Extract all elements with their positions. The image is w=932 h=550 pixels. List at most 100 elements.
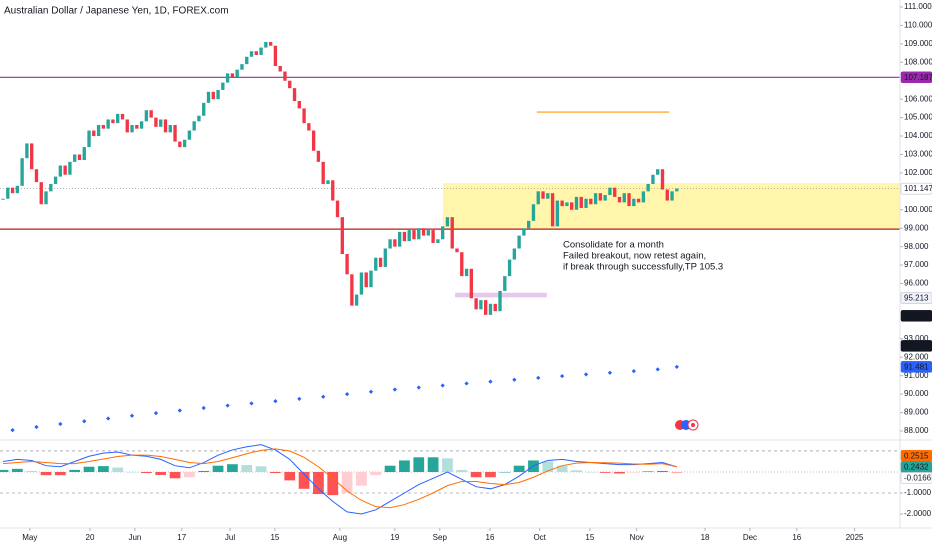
candle [96, 124, 101, 137]
annotation: Failed breakout, now retest again, [563, 251, 706, 262]
macd-histogram-bar [112, 467, 124, 472]
candle [383, 248, 387, 267]
price-tag-label: 95.213 [904, 294, 929, 303]
macd-histogram-bar [40, 471, 52, 476]
candle [249, 51, 254, 57]
candle [641, 191, 646, 203]
candle [307, 123, 311, 131]
candle [225, 73, 230, 83]
candle [388, 239, 392, 249]
candle [302, 108, 306, 124]
candle [536, 191, 540, 205]
macd-histogram-bar [356, 471, 367, 486]
candle [154, 117, 158, 127]
candle [622, 193, 626, 203]
y-tick-label: 108.000 [904, 57, 932, 66]
candle [426, 230, 431, 236]
candle [608, 187, 612, 196]
x-tick-label: 15 [270, 533, 279, 542]
candle [522, 228, 526, 236]
candle [507, 259, 512, 277]
candle [168, 124, 172, 133]
candle [34, 169, 39, 183]
x-tick-label: 2025 [846, 533, 864, 542]
y-tick-label: 92.000 [904, 352, 929, 361]
candle [574, 196, 579, 210]
candle [292, 88, 297, 102]
candle [617, 196, 622, 203]
price-tag-label: -0.0166 [904, 473, 932, 482]
candle [531, 204, 536, 221]
candle [139, 121, 144, 129]
candle [63, 165, 67, 175]
candle [512, 248, 517, 260]
candle [440, 226, 445, 240]
ma-dot [177, 408, 182, 413]
price-tag [900, 71, 932, 84]
candle [326, 180, 330, 184]
candle [354, 294, 359, 306]
ma-dot [560, 373, 565, 379]
candle [579, 196, 583, 208]
candle [111, 119, 115, 124]
price-tag-label: 94.248 [904, 311, 929, 320]
macd-histogram-bar [83, 466, 95, 472]
candle [407, 230, 411, 242]
candle [488, 303, 493, 315]
candle [216, 89, 220, 100]
candle [417, 228, 421, 240]
ma-dot [249, 401, 254, 406]
y-tick-label: 90.000 [904, 389, 929, 398]
price-tag-label: 0.2515 [904, 451, 929, 460]
y-tick-label: 97.000 [904, 260, 929, 269]
ma-dot [368, 389, 374, 394]
candle [464, 268, 469, 277]
ma-dot [536, 375, 541, 381]
candle [460, 252, 464, 277]
ma-dot [440, 383, 445, 388]
price-tag [900, 361, 932, 373]
candle [675, 188, 679, 192]
candle [670, 191, 674, 201]
macd-histogram-bar [126, 471, 138, 473]
price-tag-label: 92.617 [904, 341, 929, 350]
y-tick-label: 88.000 [904, 426, 929, 435]
candle [632, 198, 636, 207]
price-tag-label: 107.187 [904, 73, 932, 82]
candle [44, 191, 48, 205]
candle [1, 198, 5, 200]
candle [584, 198, 588, 208]
candle [589, 198, 593, 205]
y-tick-label: 110.000 [904, 21, 932, 30]
macd-histogram-bar [198, 470, 210, 472]
ma-dot [225, 403, 230, 408]
candle [125, 119, 129, 133]
macd-histogram-bar [284, 471, 296, 481]
y-tick-label: 104.000 [904, 131, 932, 140]
macd-histogram-bar [97, 466, 109, 472]
ma-dot [273, 399, 278, 404]
macd-histogram-bar [384, 465, 396, 472]
y-tick-label: 91.000 [904, 371, 929, 380]
macd-histogram-bar [26, 470, 38, 472]
ma-dot [583, 372, 589, 377]
candle [87, 130, 91, 148]
ma-dot [631, 368, 636, 374]
candle [30, 143, 34, 170]
candle [264, 42, 268, 48]
candle [350, 274, 354, 306]
candle [297, 101, 301, 109]
candle [550, 193, 555, 227]
candle [431, 230, 435, 243]
macd-histogram-bar [227, 464, 238, 472]
macd-histogram-bar [399, 460, 410, 472]
candle [20, 158, 24, 186]
candle [211, 91, 215, 100]
candle [541, 191, 545, 199]
price-tag [900, 182, 932, 195]
candle [230, 73, 235, 78]
ma-dot [129, 413, 135, 418]
ma-dot [607, 370, 613, 375]
